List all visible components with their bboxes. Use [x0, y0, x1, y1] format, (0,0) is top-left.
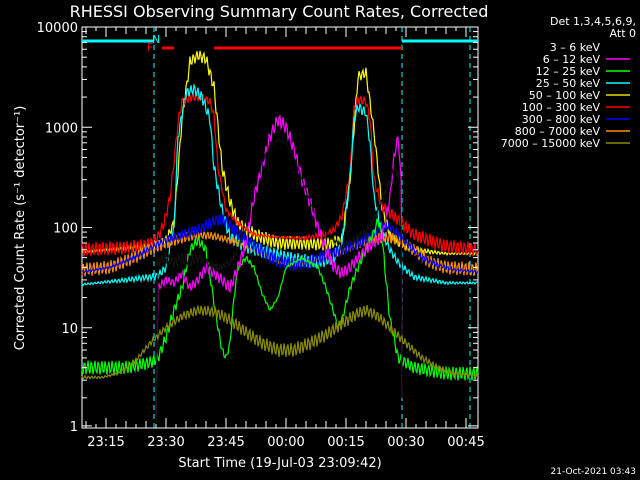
y-tick-label: 100	[53, 222, 78, 237]
series-line	[81, 305, 479, 381]
y-tick-label: 10000	[37, 21, 78, 36]
y-axis-label: Corrected Count Rate (s⁻¹ detector⁻¹)	[13, 106, 28, 351]
night-label: N	[152, 33, 160, 46]
legend-label: 7000 – 15000 keV	[501, 137, 601, 150]
series-line	[155, 114, 403, 417]
legend-header: Det 1,3,4,5,6,9,	[550, 15, 636, 28]
legend-label: 800 – 7000 keV	[515, 125, 601, 138]
x-tick-label: 00:45	[447, 435, 484, 450]
chart-title: RHESSI Observing Summary Count Rates, Co…	[70, 2, 489, 21]
legend-label: 12 – 25 keV	[536, 65, 601, 78]
x-tick-label: 23:30	[147, 435, 184, 450]
x-axis: 23:15 23:30 23:45 00:00 00:15 00:30 00:45	[85, 27, 485, 450]
x-tick-label: 00:00	[267, 435, 304, 450]
legend-label: 3 – 6 keV	[550, 41, 601, 54]
flare-label: F	[147, 41, 153, 54]
y-tick-label: 10	[61, 322, 78, 337]
x-tick-label: 00:30	[387, 435, 424, 450]
series-line	[81, 50, 479, 256]
series-line	[81, 214, 479, 274]
plot-area: N F	[81, 26, 479, 429]
series-line	[155, 138, 403, 425]
legend-label: 100 – 300 keV	[522, 101, 601, 114]
y-tick-label: 1000	[45, 121, 78, 136]
legend-label: 50 – 100 keV	[529, 89, 601, 102]
x-tick-label: 23:45	[207, 435, 244, 450]
legend-label: 300 – 800 keV	[522, 113, 601, 126]
y-axis: 1 10 100 1000 10000	[37, 21, 478, 435]
legend-header: Att 0	[610, 27, 636, 40]
legend-label: 25 – 50 keV	[536, 77, 601, 90]
footer-timestamp: 21-Oct-2021 03:43	[551, 467, 636, 477]
x-tick-label: 23:15	[87, 435, 124, 450]
series-line	[81, 82, 479, 287]
series-group	[81, 50, 479, 425]
x-tick-label: 00:15	[327, 435, 364, 450]
y-tick-label: 1	[70, 420, 78, 435]
legend-label: 6 – 12 keV	[543, 53, 601, 66]
x-axis-label: Start Time (19-Jul-03 23:09:42)	[178, 456, 381, 471]
series-line	[81, 92, 479, 257]
series-line	[81, 217, 479, 381]
